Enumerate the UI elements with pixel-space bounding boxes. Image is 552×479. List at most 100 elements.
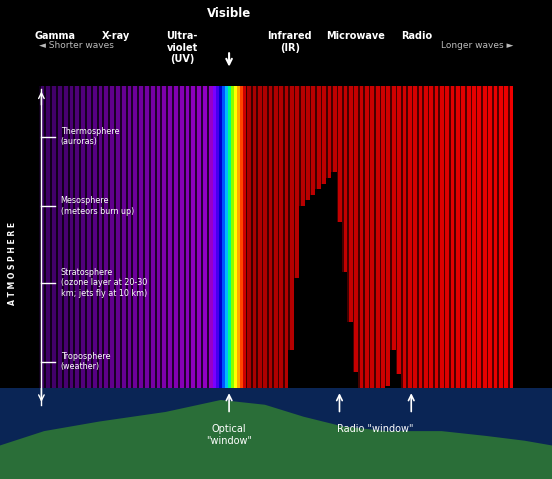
Polygon shape xyxy=(396,86,401,374)
Polygon shape xyxy=(412,86,417,422)
Polygon shape xyxy=(465,86,467,422)
Polygon shape xyxy=(438,86,440,422)
Polygon shape xyxy=(68,86,70,411)
Polygon shape xyxy=(487,86,492,422)
Polygon shape xyxy=(256,86,262,422)
Polygon shape xyxy=(347,86,349,322)
Polygon shape xyxy=(470,86,476,422)
Polygon shape xyxy=(85,86,91,413)
Polygon shape xyxy=(444,86,445,422)
Polygon shape xyxy=(97,86,99,414)
Polygon shape xyxy=(331,86,333,172)
Polygon shape xyxy=(79,86,81,412)
Polygon shape xyxy=(206,86,213,422)
Polygon shape xyxy=(267,86,269,422)
Polygon shape xyxy=(126,86,128,416)
Polygon shape xyxy=(155,86,157,418)
Polygon shape xyxy=(503,86,505,422)
Polygon shape xyxy=(460,86,465,422)
Polygon shape xyxy=(508,86,509,422)
Polygon shape xyxy=(428,86,433,422)
Polygon shape xyxy=(155,86,161,418)
Polygon shape xyxy=(103,86,108,414)
Text: Radio: Radio xyxy=(401,31,432,41)
Polygon shape xyxy=(460,86,461,422)
Polygon shape xyxy=(315,86,317,189)
Polygon shape xyxy=(342,86,344,272)
Polygon shape xyxy=(62,86,64,411)
Polygon shape xyxy=(73,86,79,412)
Polygon shape xyxy=(56,86,62,411)
Text: Radio "window": Radio "window" xyxy=(337,424,413,434)
Polygon shape xyxy=(114,86,120,415)
Polygon shape xyxy=(166,86,172,419)
Polygon shape xyxy=(417,86,418,422)
Polygon shape xyxy=(481,86,483,422)
Text: Mesosphere
(meteors burn up): Mesosphere (meteors burn up) xyxy=(61,196,134,216)
Polygon shape xyxy=(396,86,397,374)
Polygon shape xyxy=(433,86,434,422)
Text: Visible: Visible xyxy=(207,7,251,20)
Polygon shape xyxy=(363,86,369,422)
Polygon shape xyxy=(68,86,73,411)
Polygon shape xyxy=(347,86,353,322)
Polygon shape xyxy=(374,86,376,422)
Polygon shape xyxy=(299,86,305,206)
Polygon shape xyxy=(256,86,258,422)
Polygon shape xyxy=(267,86,272,422)
Text: A T M O S P H E R E: A T M O S P H E R E xyxy=(8,222,17,305)
Polygon shape xyxy=(50,86,52,411)
Text: Gamma: Gamma xyxy=(35,31,76,41)
Polygon shape xyxy=(206,86,209,422)
Polygon shape xyxy=(79,86,85,412)
Polygon shape xyxy=(50,86,56,411)
Polygon shape xyxy=(299,86,301,206)
Polygon shape xyxy=(305,86,310,200)
Polygon shape xyxy=(221,86,225,422)
Polygon shape xyxy=(172,86,174,419)
Polygon shape xyxy=(508,86,513,422)
Polygon shape xyxy=(305,86,306,200)
Polygon shape xyxy=(131,86,137,416)
Polygon shape xyxy=(262,86,263,422)
Polygon shape xyxy=(143,86,145,417)
Polygon shape xyxy=(358,86,363,422)
Polygon shape xyxy=(353,86,354,372)
Polygon shape xyxy=(497,86,499,422)
Polygon shape xyxy=(44,86,50,410)
Polygon shape xyxy=(492,86,493,422)
Polygon shape xyxy=(85,86,87,413)
Polygon shape xyxy=(337,86,342,222)
Polygon shape xyxy=(326,86,327,178)
Polygon shape xyxy=(401,86,406,398)
Text: X-ray: X-ray xyxy=(102,31,130,41)
Polygon shape xyxy=(278,86,279,422)
Polygon shape xyxy=(289,86,294,350)
Polygon shape xyxy=(278,86,283,422)
Polygon shape xyxy=(251,86,253,422)
Polygon shape xyxy=(97,86,103,414)
Polygon shape xyxy=(137,86,143,417)
Polygon shape xyxy=(406,86,408,422)
Polygon shape xyxy=(337,86,338,222)
Polygon shape xyxy=(476,86,477,422)
Polygon shape xyxy=(444,86,449,422)
Polygon shape xyxy=(243,86,246,422)
Polygon shape xyxy=(385,86,386,386)
Polygon shape xyxy=(166,86,168,419)
Polygon shape xyxy=(470,86,472,422)
Polygon shape xyxy=(363,86,365,422)
Polygon shape xyxy=(215,86,219,422)
Polygon shape xyxy=(283,86,289,422)
Polygon shape xyxy=(240,86,243,422)
Polygon shape xyxy=(237,86,240,422)
Polygon shape xyxy=(321,86,322,183)
Polygon shape xyxy=(310,86,311,195)
Polygon shape xyxy=(213,86,215,422)
Text: Optical
"window": Optical "window" xyxy=(206,424,252,445)
Polygon shape xyxy=(73,86,76,412)
Polygon shape xyxy=(503,86,508,422)
Polygon shape xyxy=(380,86,385,422)
Text: Microwave: Microwave xyxy=(327,31,385,41)
Polygon shape xyxy=(91,86,93,413)
